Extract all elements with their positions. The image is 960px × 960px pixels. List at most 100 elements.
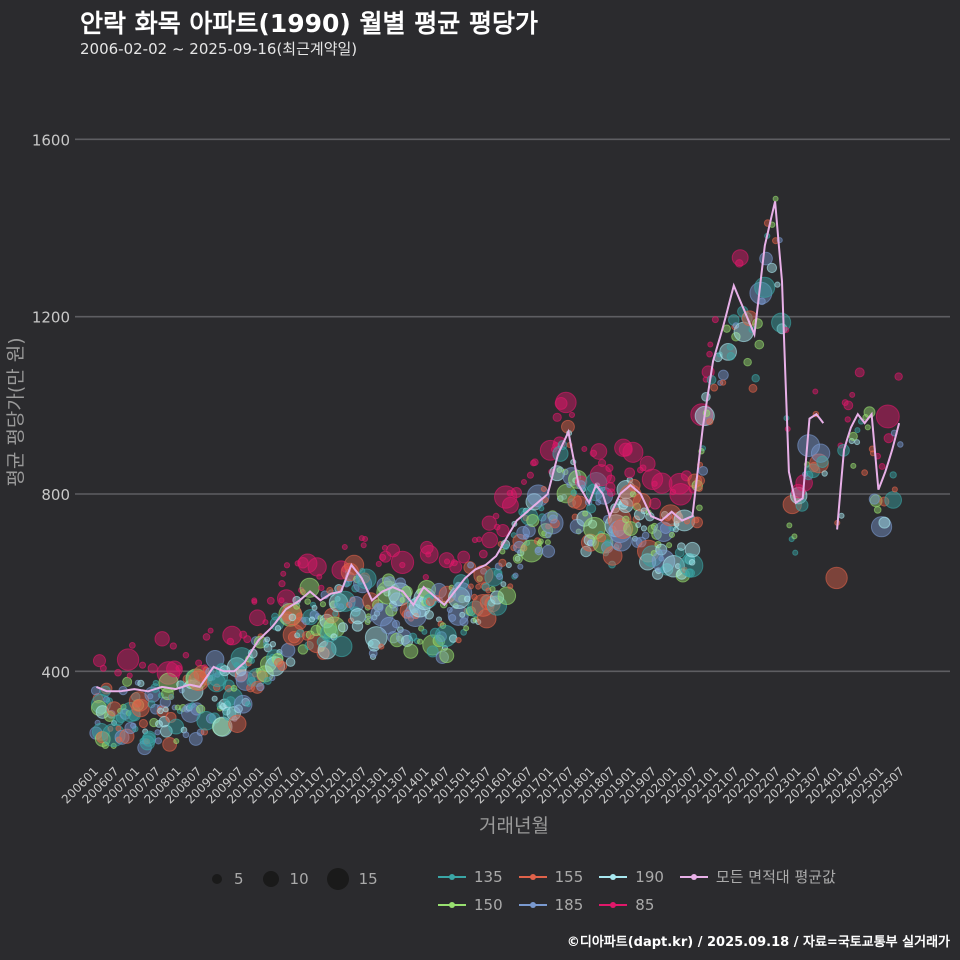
scatter-point [717,369,729,381]
scatter-point [684,541,701,558]
scatter-point [854,427,861,434]
scatter-point [399,597,406,604]
color-legend-row-1: 135 155 190 모든 면적대 평균값 [438,866,852,887]
scatter-point [649,497,662,510]
scatter-point [299,577,320,598]
legend-swatch-dot [610,902,617,908]
scatter-point [588,519,598,529]
size-legend-item: 10 [260,868,309,890]
scatter-point [693,517,700,524]
average-line [96,201,901,693]
scatter-point [810,443,831,463]
scatter-point [364,619,371,626]
scatter-point [726,343,734,351]
scatter-point [586,503,597,514]
color-legend-row-2: 150 185 85 [438,896,670,914]
scatter-point [695,484,703,493]
scatter-point [280,570,287,577]
scatter-point [758,297,766,306]
scatter-point [545,523,552,530]
scatter-point [154,737,162,745]
scatter-point [202,633,211,641]
scatter-point [392,605,399,612]
scatter-point [249,609,266,627]
scatter-point [283,562,291,569]
scatter-point [743,357,752,367]
scatter-point [635,521,642,528]
color-legend-item: 모든 면적대 평균값 [679,866,836,887]
scatter-point [597,458,607,468]
scatter-point [812,388,819,395]
legend-swatch-dot [529,902,536,908]
scatter-point [552,412,562,422]
scatter-point [505,562,512,569]
scatter-point [147,663,158,674]
scatter-point [540,486,547,493]
scatter-point [182,651,190,659]
scatter-point [90,700,107,716]
scatter-point [878,516,891,529]
scatter-point [349,607,367,625]
scatter-point [310,601,317,608]
scatter-point [627,478,641,492]
scatter-point [864,424,871,431]
scatter-point [207,627,214,634]
scatter-point [706,350,713,358]
scatter-point [825,566,848,590]
scatter-point [870,516,893,538]
scatter-point [766,262,778,274]
scatter-point [120,703,127,711]
scatter-point [143,738,151,745]
scatter-point [226,637,235,646]
scatter-point [130,722,137,729]
scatter-point [486,595,508,616]
scatter-point [651,549,676,574]
scatter-point [323,616,346,639]
scatter-point [883,433,894,444]
scatter-point [582,510,589,517]
scatter-point [173,738,180,745]
scatter-point [370,603,394,627]
y-tick-label: 400 [41,663,70,681]
scatter-point [706,418,714,426]
size-legend-label: 10 [289,870,309,888]
scatter-point [395,577,407,589]
page-title: 안락 화목 아파트(1990) 월별 평균 평당가 [80,9,538,38]
scatter-point [154,631,170,647]
scatter-point [154,729,161,736]
scatter-point [641,531,650,540]
source-caption: ©디아파트(dapt.kr) / 2025.09.18 / 자료=국토교통부 실… [566,935,950,950]
scatter-point [526,513,540,528]
scatter-point [114,729,130,745]
scatter-point [894,372,903,381]
scatter-point [816,455,829,468]
x-axis-label: 거래년월 [479,815,549,837]
scatter-point [211,695,218,702]
scatter-point [262,619,269,626]
scatter-point [608,519,632,544]
scatter-point [568,411,576,419]
scatter-point [658,555,665,562]
scatter-point [162,736,178,752]
scatter-point [278,597,285,604]
scatter-point [556,466,563,473]
scatter-point [128,641,136,649]
scatter-point [168,694,175,701]
scatter-point [420,540,434,555]
legend-swatch-dot [449,873,455,880]
scatter-point [390,550,415,574]
scatter-point [138,718,149,729]
y-tick-labels: 400 800 1200 1600 [32,131,70,681]
size-legend-swatch [326,868,349,890]
average-line-segment [836,411,901,530]
scatter-point [476,536,483,543]
scatter-point [791,533,798,540]
scatter-point [467,583,474,590]
scatter-point [655,543,668,556]
scatter-point [679,553,704,578]
scatter-point [421,628,428,635]
color-legend-item: 185 [518,896,583,914]
scatter-point [399,561,406,569]
scatter-point [556,483,577,504]
scatter-point [838,512,845,519]
